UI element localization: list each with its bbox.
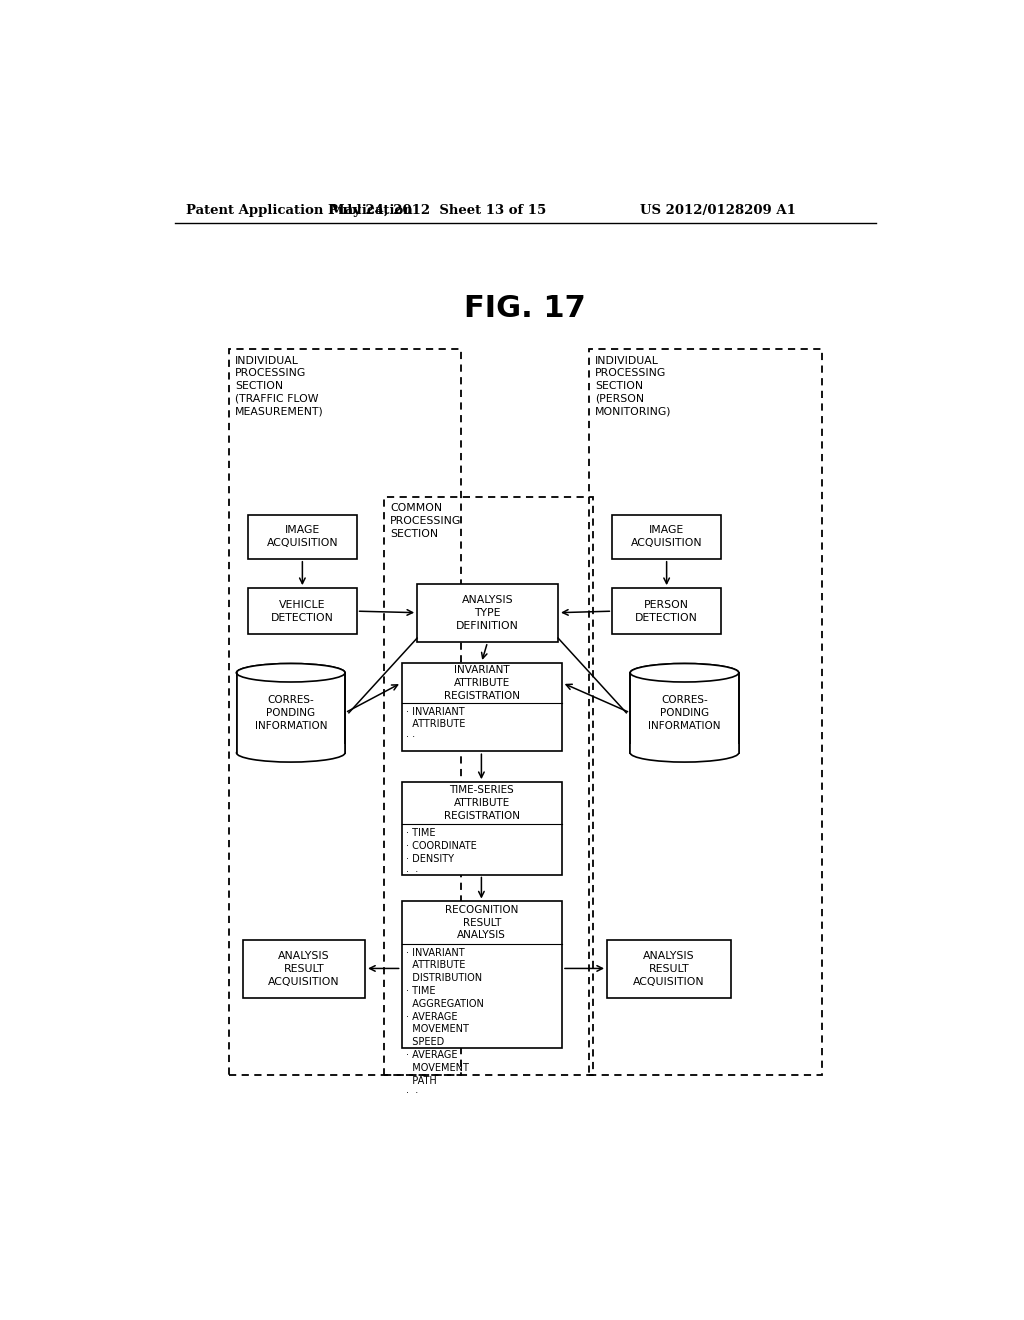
Text: CORRES-
PONDING
INFORMATION: CORRES- PONDING INFORMATION — [255, 696, 327, 730]
Text: IMAGE
ACQUISITION: IMAGE ACQUISITION — [631, 525, 702, 548]
Bar — [384, 498, 593, 1074]
Text: RECOGNITION
RESULT
ANALYSIS: RECOGNITION RESULT ANALYSIS — [445, 904, 518, 940]
Bar — [630, 673, 738, 752]
Bar — [248, 515, 356, 558]
Bar — [237, 673, 345, 752]
Bar — [631, 673, 738, 752]
Text: VEHICLE
DETECTION: VEHICLE DETECTION — [271, 599, 334, 623]
Bar — [417, 585, 558, 642]
Text: US 2012/0128209 A1: US 2012/0128209 A1 — [640, 205, 796, 218]
Text: INDIVIDUAL
PROCESSING
SECTION
(PERSON
MONITORING): INDIVIDUAL PROCESSING SECTION (PERSON MO… — [595, 355, 672, 417]
Bar — [401, 663, 562, 751]
Ellipse shape — [630, 743, 738, 762]
Text: PERSON
DETECTION: PERSON DETECTION — [635, 599, 698, 623]
Bar — [248, 589, 356, 635]
Bar — [612, 515, 721, 558]
Text: · INVARIANT
  ATTRIBUTE
· ·: · INVARIANT ATTRIBUTE · · — [407, 706, 466, 742]
Bar — [238, 673, 344, 752]
Text: · TIME
· COORDINATE
· DENSITY
·  ·: · TIME · COORDINATE · DENSITY · · — [407, 829, 477, 876]
Text: CORRES-
PONDING
INFORMATION: CORRES- PONDING INFORMATION — [648, 696, 721, 730]
Bar — [243, 940, 366, 998]
Text: ANALYSIS
TYPE
DEFINITION: ANALYSIS TYPE DEFINITION — [456, 595, 519, 631]
Bar — [607, 940, 731, 998]
Ellipse shape — [237, 664, 345, 682]
Ellipse shape — [237, 743, 345, 762]
Text: ANALYSIS
RESULT
ACQUISITION: ANALYSIS RESULT ACQUISITION — [268, 950, 340, 986]
Text: FIG. 17: FIG. 17 — [464, 294, 586, 323]
Bar — [228, 350, 461, 1074]
Text: TIME-SERIES
ATTRIBUTE
REGISTRATION: TIME-SERIES ATTRIBUTE REGISTRATION — [443, 785, 520, 821]
Text: · INVARIANT
  ATTRIBUTE
  DISTRIBUTION
· TIME
  AGGREGATION
· AVERAGE
  MOVEMENT: · INVARIANT ATTRIBUTE DISTRIBUTION · TIM… — [407, 948, 484, 1098]
Text: ANALYSIS
RESULT
ACQUISITION: ANALYSIS RESULT ACQUISITION — [633, 950, 705, 986]
Text: INDIVIDUAL
PROCESSING
SECTION
(TRAFFIC FLOW
MEASUREMENT): INDIVIDUAL PROCESSING SECTION (TRAFFIC F… — [234, 355, 324, 417]
Bar — [612, 589, 721, 635]
Bar — [401, 902, 562, 1048]
Text: Patent Application Publication: Patent Application Publication — [186, 205, 413, 218]
Bar — [237, 743, 345, 752]
Ellipse shape — [237, 664, 345, 682]
Text: May 24, 2012  Sheet 13 of 15: May 24, 2012 Sheet 13 of 15 — [330, 205, 546, 218]
Ellipse shape — [630, 664, 738, 682]
Ellipse shape — [630, 664, 738, 682]
Text: COMMON
PROCESSING
SECTION: COMMON PROCESSING SECTION — [390, 503, 461, 539]
Bar — [630, 743, 738, 752]
Text: INVARIANT
ATTRIBUTE
REGISTRATION: INVARIANT ATTRIBUTE REGISTRATION — [443, 665, 520, 701]
Bar — [401, 781, 562, 875]
Bar — [589, 350, 821, 1074]
Text: IMAGE
ACQUISITION: IMAGE ACQUISITION — [266, 525, 338, 548]
